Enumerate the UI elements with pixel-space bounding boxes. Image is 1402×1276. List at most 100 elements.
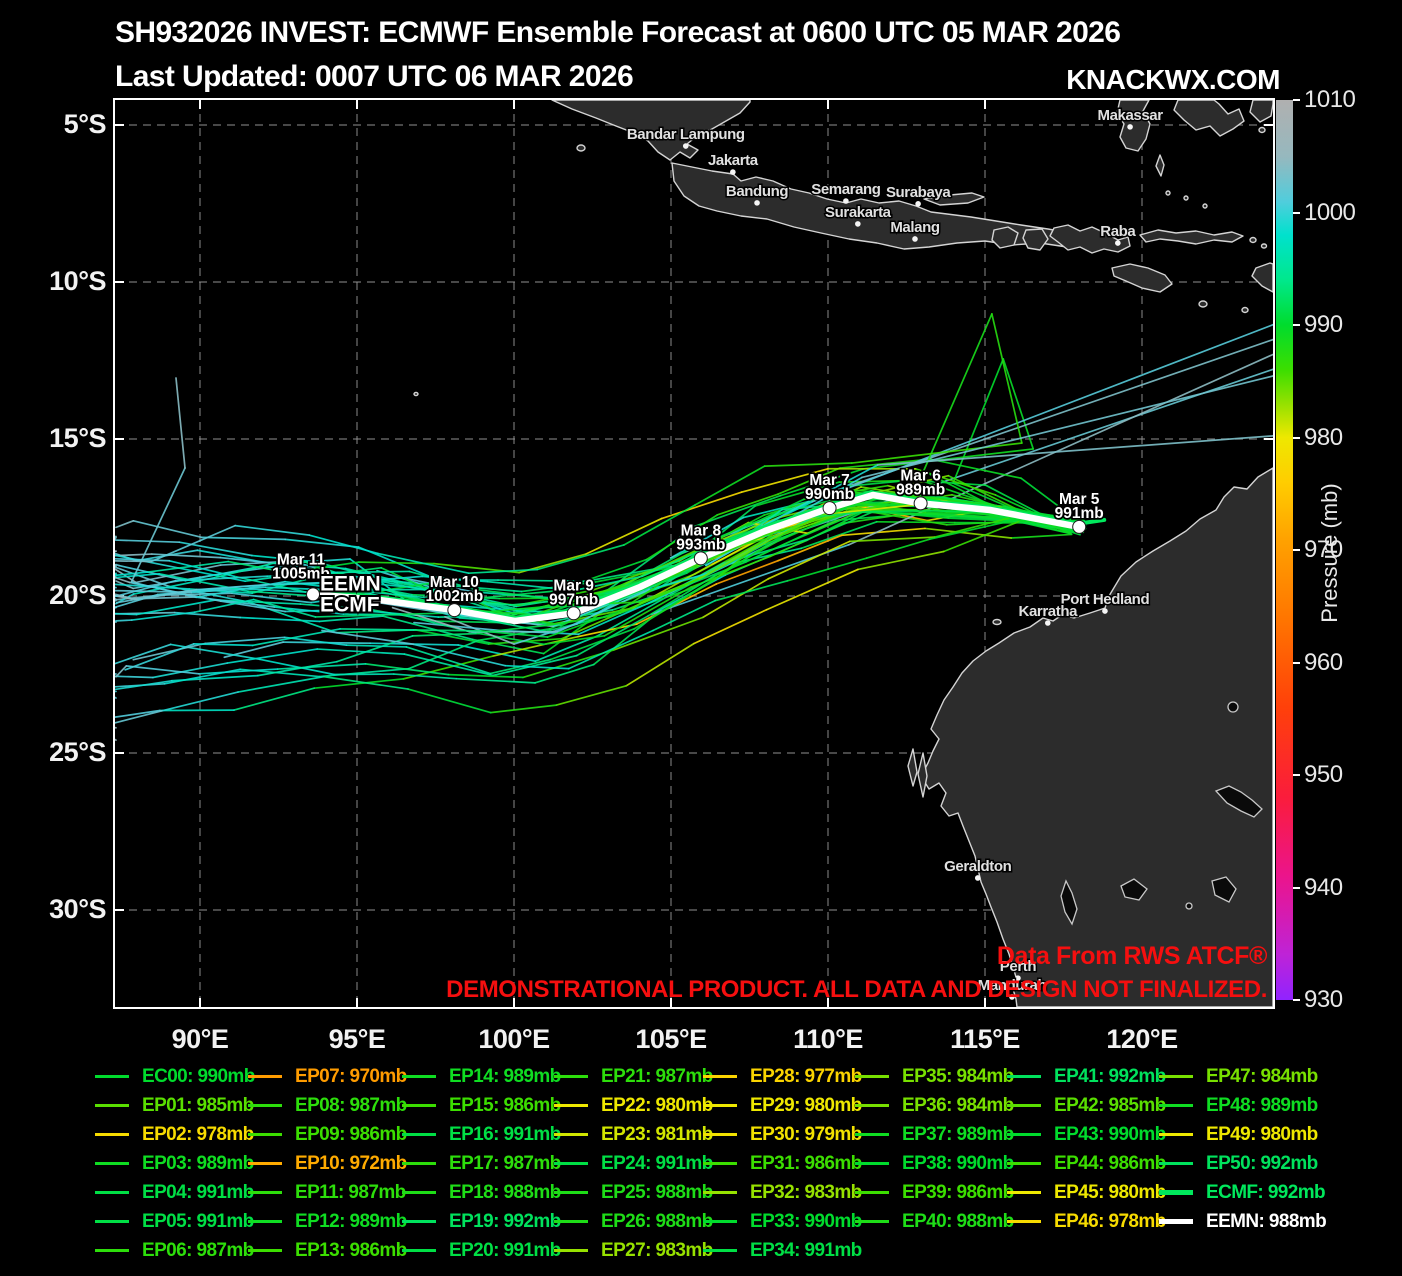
legend-swatch bbox=[402, 1220, 436, 1223]
ensemble-track-segment bbox=[411, 632, 480, 637]
legend-swatch bbox=[95, 1220, 129, 1223]
ensemble-track-segment bbox=[641, 542, 719, 578]
ensemble-track-segment bbox=[115, 519, 135, 529]
city-dot bbox=[1102, 608, 1108, 614]
ensemble-track-segment bbox=[247, 590, 311, 597]
ensemble-track-segment bbox=[786, 557, 868, 582]
ensemble-track-segment bbox=[196, 549, 263, 563]
legend-label: EP14: 989mb bbox=[449, 1065, 561, 1087]
legend-item: EP43: 990mb bbox=[1007, 1120, 1166, 1149]
ensemble-track-segment bbox=[376, 552, 470, 575]
ensemble-track-segment bbox=[715, 559, 779, 585]
legend-column: EC00: 990mb EP01: 985mb EP02: 978mb EP03: 9… bbox=[95, 1062, 255, 1265]
legend-item: EP05: 991mb bbox=[95, 1207, 255, 1236]
legend-item: EP33: 990mb bbox=[703, 1207, 862, 1236]
ensemble-track-segment bbox=[234, 524, 311, 536]
legend-swatch bbox=[703, 1191, 737, 1194]
legend-label: EP37: 989mb bbox=[902, 1123, 1014, 1145]
ensemble-track-segment bbox=[483, 604, 565, 613]
ensemble-track-segment bbox=[546, 593, 610, 600]
legend-label: EP49: 980mb bbox=[1206, 1123, 1318, 1145]
ensemble-track-segment bbox=[554, 558, 648, 592]
ensemble-track-segment bbox=[922, 313, 993, 472]
track-point-label: Mar 7 bbox=[809, 472, 850, 489]
small-island bbox=[413, 391, 419, 397]
city-label: Perth bbox=[1000, 958, 1037, 975]
ensemble-track-segment bbox=[702, 577, 770, 619]
colorbar-tick-label: 1000 bbox=[1304, 198, 1356, 226]
ensemble-track-segment bbox=[266, 571, 339, 578]
legend-item: EP30: 979mb bbox=[703, 1120, 862, 1149]
legend-item: EP29: 980mb bbox=[703, 1091, 862, 1120]
ensemble-track-segment bbox=[922, 470, 992, 507]
city-dot bbox=[912, 236, 918, 242]
small-island bbox=[1183, 195, 1189, 201]
legend-item: EP27: 983mb bbox=[554, 1236, 713, 1265]
city-dot bbox=[1009, 994, 1015, 1000]
ensemble-track-segment bbox=[345, 644, 408, 648]
legend-label: EP04: 991mb bbox=[142, 1181, 254, 1203]
legend-item: EP25: 988mb bbox=[554, 1178, 713, 1207]
ensemble-track-segment bbox=[509, 597, 584, 606]
ensemble-track-segment bbox=[486, 580, 575, 592]
colorbar-tick-label: 940 bbox=[1304, 873, 1343, 901]
ensemble-track-segment bbox=[130, 611, 196, 621]
eemn-label: EEMN bbox=[320, 572, 381, 595]
legend-swatch bbox=[554, 1220, 588, 1223]
legend-swatch bbox=[248, 1133, 282, 1136]
legend-swatch bbox=[855, 1191, 889, 1194]
ensemble-track-segment bbox=[115, 536, 117, 541]
colorbar-tick-label: 930 bbox=[1304, 986, 1343, 1013]
ensemble-track-segment bbox=[694, 494, 782, 528]
landmass bbox=[1155, 154, 1165, 177]
ensemble-track-segment bbox=[603, 586, 692, 637]
legend-label: EP23: 981mb bbox=[601, 1123, 713, 1145]
city-dot bbox=[682, 143, 689, 149]
legend-item: EP37: 989mb bbox=[855, 1120, 1014, 1149]
coastal-island bbox=[907, 748, 918, 787]
legend-column: EP41: 992mb EP42: 985mb EP43: 990mb EP44: 9… bbox=[1007, 1062, 1166, 1236]
ensemble-track-segment bbox=[355, 575, 424, 583]
ensemble-track-segment bbox=[504, 664, 570, 670]
ensemble-track-segment bbox=[195, 583, 270, 591]
city-dot bbox=[974, 875, 981, 881]
legend-label: EP27: 983mb bbox=[601, 1239, 713, 1261]
ensemble-track-segment bbox=[633, 580, 714, 630]
ensemble-track-segment bbox=[321, 629, 415, 646]
ensemble-track-segment bbox=[783, 510, 863, 546]
page-title: SH932026 INVEST: ECMWF Ensemble Forecast… bbox=[115, 16, 1121, 49]
legend-item: EP16: 991mb bbox=[402, 1120, 561, 1149]
ensemble-track-segment bbox=[168, 559, 236, 578]
legend-label: EC00: 990mb bbox=[142, 1065, 255, 1087]
legend-item: EP09: 986mb bbox=[248, 1120, 407, 1149]
ensemble-track-segment bbox=[707, 516, 780, 546]
ensemble-track-segment bbox=[692, 608, 768, 645]
ensemble-track-segment bbox=[767, 540, 851, 580]
legend-item: EP50: 992mb bbox=[1159, 1149, 1326, 1178]
small-island bbox=[1165, 190, 1171, 196]
legend-label: EP18: 988mb bbox=[449, 1181, 561, 1203]
ensemble-track-segment bbox=[233, 687, 315, 711]
ensemble-track-segment bbox=[115, 679, 173, 691]
legend-label: EP02: 978mb bbox=[142, 1123, 254, 1145]
landmass bbox=[920, 467, 1273, 1007]
ensemble-track-segment bbox=[198, 668, 279, 675]
ensemble-track-segment bbox=[765, 568, 859, 611]
colorbar-tick-label: 990 bbox=[1304, 311, 1343, 338]
legend-swatch bbox=[402, 1075, 436, 1078]
city-label: Karratha bbox=[1019, 603, 1079, 620]
legend-item: EP11: 987mb bbox=[248, 1178, 407, 1207]
city-dot bbox=[1115, 240, 1121, 246]
ensemble-track-segment bbox=[219, 600, 286, 613]
ensemble-track-segment bbox=[447, 673, 524, 679]
legend-item: EP02: 978mb bbox=[95, 1120, 255, 1149]
colorbar-tick-label: 950 bbox=[1304, 761, 1343, 788]
ensemble-track-segment bbox=[611, 584, 686, 617]
ensemble-track-segment bbox=[170, 674, 259, 682]
ensemble-track-segment bbox=[479, 630, 549, 638]
city-label: Makassar bbox=[1097, 107, 1163, 124]
ensemble-track-segment bbox=[754, 481, 841, 507]
legend-swatch bbox=[95, 1249, 129, 1252]
ensemble-track-segment bbox=[147, 560, 230, 573]
ensemble-track-segment bbox=[471, 638, 545, 655]
